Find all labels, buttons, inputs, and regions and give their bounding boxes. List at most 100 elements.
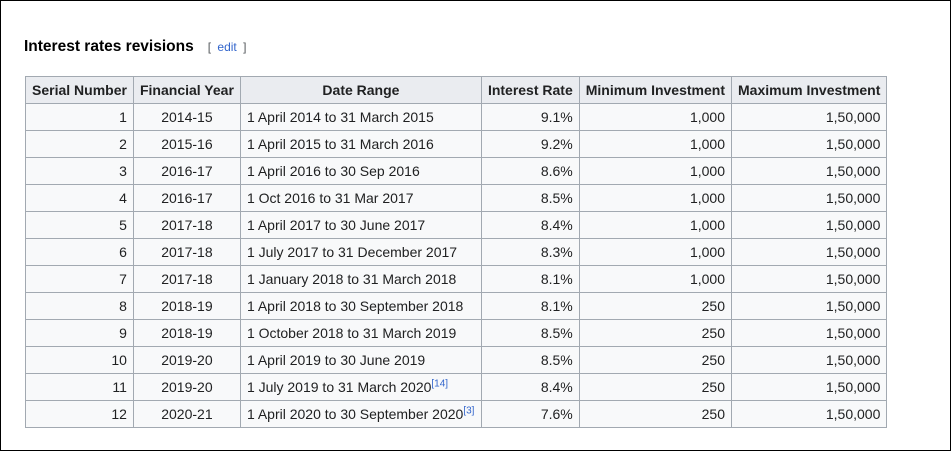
financial-year-cell-text: 2015-16 — [161, 136, 213, 152]
serial-number-cell-text: 8 — [119, 298, 127, 314]
minimum-investment-cell: 1,000 — [578, 103, 733, 131]
serial-number-cell: 7 — [25, 265, 134, 293]
interest-rate-cell: 8.4% — [480, 211, 580, 239]
minimum-investment-cell-text: 250 — [701, 325, 725, 341]
interest-rate-cell-text: 8.5% — [540, 352, 573, 368]
maximum-investment-cell-text: 1,50,000 — [825, 190, 881, 206]
serial-number-cell: 9 — [25, 319, 134, 347]
financial-year-cell-text: 2020-21 — [161, 406, 213, 422]
maximum-investment-cell-text: 1,50,000 — [825, 352, 881, 368]
serial-number-cell: 2 — [25, 130, 134, 158]
minimum-investment-cell-text: 250 — [701, 352, 725, 368]
financial-year-cell: 2016-17 — [132, 157, 241, 185]
date-range-cell-text: 1 April 2016 to 30 Sep 2016 — [246, 163, 420, 179]
date-range-cell: 1 July 2019 to 31 March 2020[14] — [239, 373, 482, 401]
table-row: 1 2014-15 1 April 2014 to 31 March 2015 9.1… — [25, 103, 888, 131]
maximum-investment-cell: 1,50,000 — [730, 184, 888, 212]
minimum-investment-cell-text: 1,000 — [689, 136, 725, 152]
interest-rate-cell-text: 8.3% — [540, 244, 573, 260]
serial-number-cell-text: 12 — [111, 406, 127, 422]
edit-section: [ edit ] — [208, 40, 247, 54]
serial-number-cell: 11 — [25, 373, 134, 401]
maximum-investment-cell-text: 1,50,000 — [825, 163, 881, 179]
table-row: 10 2019-20 1 April 2019 to 30 June 2019 8.5… — [25, 346, 888, 374]
date-range-cell: 1 April 2019 to 30 June 2019 — [239, 346, 482, 374]
header-interest-rate: Interest Rate — [480, 76, 580, 104]
date-range-cell-text: 1 January 2018 to 31 March 2018 — [246, 271, 457, 287]
table-row: 5 2017-18 1 April 2017 to 30 June 2017 8.4%… — [25, 211, 888, 239]
serial-number-cell: 10 — [25, 346, 134, 374]
financial-year-cell-text: 2014-15 — [161, 109, 213, 125]
serial-number-cell-text: 4 — [119, 190, 127, 206]
minimum-investment-cell-text: 250 — [701, 406, 725, 422]
interest-rate-cell-text: 8.1% — [540, 298, 573, 314]
minimum-investment-cell: 1,000 — [578, 184, 733, 212]
interest-rate-cell-text: 7.6% — [540, 406, 573, 422]
reference-superscript: [3] — [463, 405, 474, 416]
interest-rate-cell: 8.5% — [480, 184, 580, 212]
minimum-investment-cell-text: 250 — [701, 298, 725, 314]
minimum-investment-cell: 1,000 — [578, 238, 733, 266]
reference-link[interactable]: [3] — [463, 405, 475, 417]
minimum-investment-cell-text: 1,000 — [689, 271, 725, 287]
minimum-investment-cell: 1,000 — [578, 157, 733, 185]
maximum-investment-cell-text: 1,50,000 — [825, 271, 881, 287]
reference-link[interactable]: [14] — [431, 378, 449, 390]
financial-year-cell-text: 2018-19 — [161, 298, 213, 314]
date-range-cell: 1 April 2018 to 30 September 2018 — [239, 292, 482, 320]
table-row: 4 2016-17 1 Oct 2016 to 31 Mar 2017 8.5% 1,0… — [25, 184, 888, 212]
table-row: 2 2015-16 1 April 2015 to 31 March 2016 9.2… — [25, 130, 888, 158]
date-range-cell: 1 April 2014 to 31 March 2015 — [239, 103, 482, 131]
edit-link[interactable]: edit — [217, 40, 237, 54]
interest-rate-cell-text: 8.4% — [540, 379, 573, 395]
interest-rate-cell-text: 8.4% — [540, 217, 573, 233]
serial-number-cell: 1 — [25, 103, 134, 131]
header-financial-year: Financial Year — [132, 76, 241, 104]
interest-rate-cell: 7.6% — [480, 400, 580, 428]
table-row: 3 2016-17 1 April 2016 to 30 Sep 2016 8.6% 1… — [25, 157, 888, 185]
date-range-cell-text: 1 April 2020 to 30 September 2020 — [246, 406, 464, 422]
maximum-investment-cell-text: 1,50,000 — [825, 298, 881, 314]
date-range-cell-text: 1 April 2015 to 31 March 2016 — [246, 136, 434, 152]
table-row: 6 2017-18 1 July 2017 to 31 December 2017 8… — [25, 238, 888, 266]
edit-bracket-close: ] — [243, 40, 247, 54]
date-range-cell-text: 1 July 2017 to 31 December 2017 — [246, 244, 458, 260]
serial-number-cell-text: 2 — [119, 136, 127, 152]
date-range-cell: 1 October 2018 to 31 March 2019 — [239, 319, 482, 347]
financial-year-cell: 2017-18 — [132, 211, 241, 239]
serial-number-cell: 5 — [25, 211, 134, 239]
header-date-range: Date Range — [239, 76, 482, 104]
financial-year-cell: 2014-15 — [132, 103, 241, 131]
date-range-cell-text: 1 Oct 2016 to 31 Mar 2017 — [246, 190, 414, 206]
minimum-investment-cell: 1,000 — [578, 211, 733, 239]
table-row: 8 2018-19 1 April 2018 to 30 September 201… — [25, 292, 888, 320]
date-range-cell: 1 Oct 2016 to 31 Mar 2017 — [239, 184, 482, 212]
minimum-investment-cell: 1,000 — [578, 130, 733, 158]
minimum-investment-cell: 250 — [578, 373, 733, 401]
interest-rate-cell: 8.4% — [480, 373, 580, 401]
maximum-investment-cell: 1,50,000 — [730, 157, 888, 185]
minimum-investment-cell-text: 250 — [701, 379, 725, 395]
maximum-investment-cell-text: 1,50,000 — [825, 109, 881, 125]
interest-rate-cell-text: 8.1% — [540, 271, 573, 287]
serial-number-cell: 8 — [25, 292, 134, 320]
serial-number-cell-text: 9 — [119, 325, 127, 341]
minimum-investment-cell-text: 1,000 — [689, 109, 725, 125]
serial-number-cell-text: 7 — [119, 271, 127, 287]
financial-year-cell-text: 2017-18 — [161, 271, 213, 287]
financial-year-cell: 2017-18 — [132, 265, 241, 293]
maximum-investment-cell: 1,50,000 — [730, 373, 888, 401]
maximum-investment-cell: 1,50,000 — [730, 400, 888, 428]
serial-number-cell: 12 — [25, 400, 134, 428]
interest-rate-cell-text: 9.1% — [540, 109, 573, 125]
minimum-investment-cell: 250 — [578, 346, 733, 374]
minimum-investment-cell-text: 1,000 — [689, 244, 725, 260]
interest-rate-cell: 8.1% — [480, 265, 580, 293]
minimum-investment-cell-text: 1,000 — [689, 163, 725, 179]
financial-year-cell: 2020-21 — [132, 400, 241, 428]
date-range-cell: 1 July 2017 to 31 December 2017 — [239, 238, 482, 266]
interest-rate-cell-text: 8.6% — [540, 163, 573, 179]
interest-rate-cell-text: 8.5% — [540, 325, 573, 341]
serial-number-cell-text: 1 — [119, 109, 127, 125]
